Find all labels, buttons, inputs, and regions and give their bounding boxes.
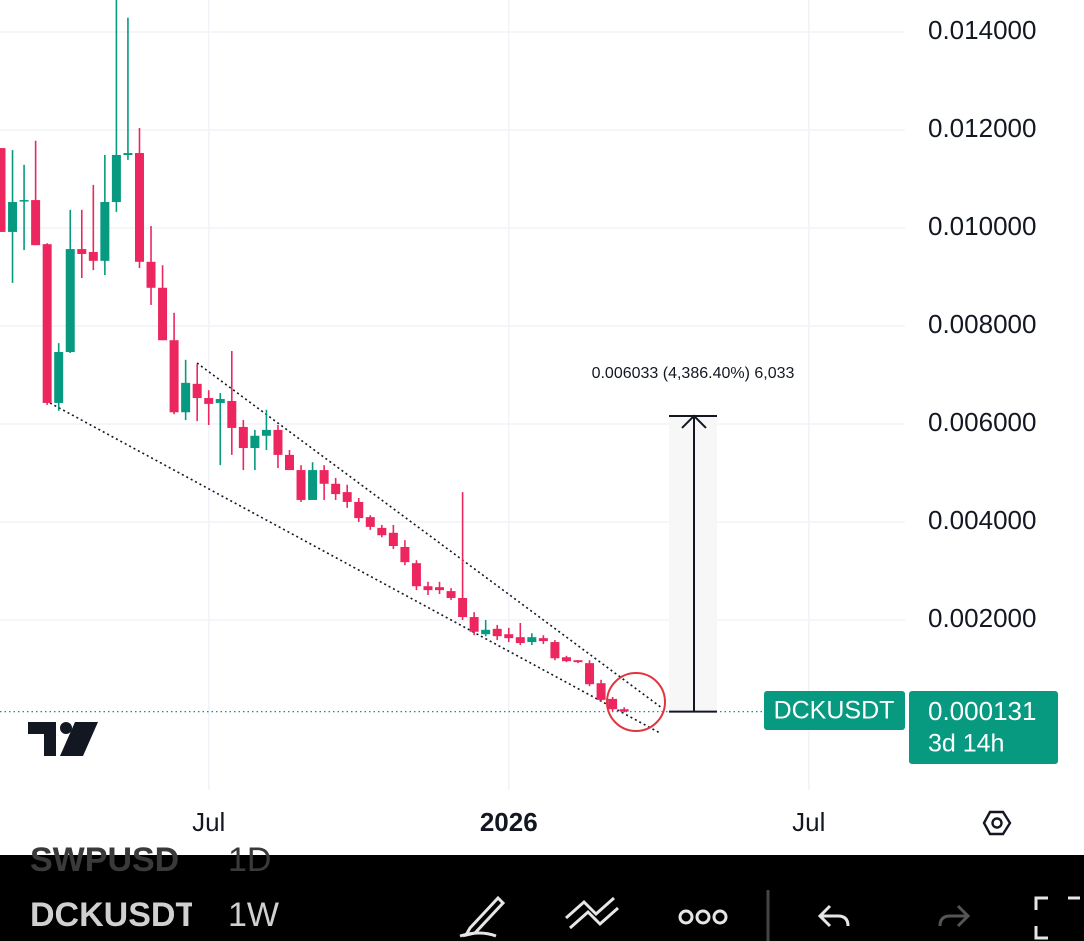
candle-body xyxy=(619,709,629,712)
candle-body xyxy=(54,351,64,403)
candle-body xyxy=(423,586,433,591)
candle-body xyxy=(31,200,41,246)
countdown-label: 3d 14h xyxy=(928,730,1004,758)
symbol-clip: DCKUSDT xyxy=(30,896,196,934)
candle-body xyxy=(0,148,6,232)
y-tick-label: 0.012000 xyxy=(928,113,1036,143)
candle-body xyxy=(538,638,548,642)
symbol-label: DCKUSDT xyxy=(774,697,895,725)
symbol-tag xyxy=(764,691,905,730)
candle-body xyxy=(400,547,410,563)
x-tick-label: Jul xyxy=(192,807,225,837)
price-tag xyxy=(909,691,1058,764)
candle-body xyxy=(273,429,283,455)
candle-body xyxy=(181,382,191,413)
candle-body xyxy=(215,399,225,403)
candle-body xyxy=(88,252,98,261)
candle-body xyxy=(504,634,514,639)
candle-body xyxy=(42,244,52,403)
candle-body xyxy=(204,398,214,404)
candle-body xyxy=(296,470,306,500)
interval[interactable]: 1D xyxy=(228,841,271,879)
candle-body xyxy=(319,470,329,484)
symbol-name[interactable]: SWPUSD xyxy=(30,841,179,879)
candle-body xyxy=(19,200,29,202)
candle-body xyxy=(446,591,456,598)
candle-body xyxy=(158,287,168,341)
candle-body xyxy=(123,153,133,155)
candle-body xyxy=(481,629,491,635)
y-tick-label: 0.002000 xyxy=(928,603,1036,633)
grid xyxy=(0,0,905,790)
candle-body xyxy=(573,660,583,663)
symbol-name[interactable]: DCKUSDT xyxy=(30,896,196,934)
candle-body xyxy=(134,153,144,262)
candle-body xyxy=(111,154,121,203)
candle-body xyxy=(308,470,318,500)
measure-label: 0.006033 (4,386.40%) 6,033 xyxy=(592,365,795,382)
candle-body xyxy=(527,637,537,643)
candle-body xyxy=(169,340,179,413)
candle-body xyxy=(492,628,502,637)
candle-body xyxy=(377,527,387,536)
candle-body xyxy=(354,501,364,519)
y-tick-label: 0.006000 xyxy=(928,407,1036,437)
candle-body xyxy=(608,698,618,710)
candle-body xyxy=(561,657,571,662)
y-tick-label: 0.014000 xyxy=(928,15,1036,45)
candle-body xyxy=(65,249,75,352)
trendline xyxy=(196,362,663,709)
candle-body xyxy=(596,683,606,700)
candle-body xyxy=(435,587,445,591)
settings-icon-dot xyxy=(991,817,1003,829)
candle-body xyxy=(77,249,87,254)
candle-body xyxy=(342,492,352,502)
candle-body xyxy=(192,383,202,399)
highlight-circle xyxy=(606,672,666,732)
plot-area xyxy=(0,0,905,734)
interval[interactable]: 1W xyxy=(228,896,279,934)
candle-body xyxy=(365,517,375,527)
candle-body xyxy=(331,483,341,495)
y-tick-label: 0.010000 xyxy=(928,211,1036,241)
y-tick-label: 0.008000 xyxy=(928,309,1036,339)
x-tick-label: 2026 xyxy=(480,807,538,837)
y-tick-label: 0.004000 xyxy=(928,505,1036,535)
settings-icon[interactable] xyxy=(982,810,1012,836)
trendline xyxy=(49,402,661,734)
candle-body xyxy=(285,454,294,471)
candle-body xyxy=(8,202,18,232)
tv-logo xyxy=(28,722,98,756)
candle-body xyxy=(550,642,560,659)
candle-body xyxy=(250,435,260,449)
candle-body xyxy=(146,261,156,288)
candle-body xyxy=(238,426,248,449)
candle-body xyxy=(411,563,421,587)
x-tick-label: Jul xyxy=(792,807,825,837)
candle-body xyxy=(388,532,398,547)
toolbar-icons[interactable] xyxy=(459,890,1080,941)
candle-body xyxy=(515,637,525,644)
bottom-toolbar xyxy=(0,855,1084,941)
measure-arrowhead xyxy=(681,414,707,429)
price-label: 0.000131 xyxy=(928,696,1036,726)
candle-body xyxy=(585,663,595,685)
candle-body xyxy=(227,400,237,428)
candle-body xyxy=(469,617,479,632)
candle-body xyxy=(458,597,468,618)
candle-body xyxy=(100,202,110,261)
candle-body xyxy=(261,429,271,436)
